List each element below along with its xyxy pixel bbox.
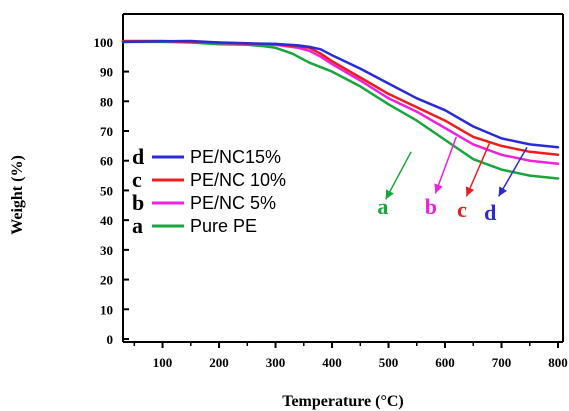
y-tick-label: 40: [100, 213, 113, 228]
annotation-arrow-a: [385, 151, 412, 200]
annotation-letter-c: c: [457, 197, 467, 222]
annotation-letter-a: a: [377, 194, 388, 219]
y-tick-label: 0: [107, 332, 114, 347]
y-axis-ticks: 0 10 20 30 40 50 60 70 80 90 100: [94, 35, 129, 347]
series-lines: [121, 39, 560, 180]
legend-letter-a: a: [132, 213, 143, 238]
x-tick-label: 500: [379, 355, 399, 370]
legend-letter-b: b: [132, 190, 144, 215]
annotation-arrow-c: [465, 141, 491, 197]
legend-label-b: PE/NC 5%: [190, 193, 276, 213]
y-tick-label: 30: [100, 243, 113, 258]
y-tick-label: 70: [100, 124, 113, 139]
series-line-d: [121, 39, 560, 149]
legend-label-c: PE/NC 10%: [190, 170, 286, 190]
x-tick-label: 800: [548, 355, 568, 370]
legend: d PE/NC15% c PE/NC 10% b PE/NC 5% a Pure PE: [132, 144, 286, 238]
legend-label-d: PE/NC15%: [190, 147, 281, 167]
y-tick-label: 20: [100, 273, 113, 288]
annotation-arrow-d: [498, 146, 528, 197]
x-tick-label: 400: [322, 355, 342, 370]
legend-letter-d: d: [132, 144, 144, 169]
annotation-arrow-b: [434, 136, 458, 194]
x-tick-label: 700: [492, 355, 512, 370]
series-line-a: [121, 40, 560, 180]
y-tick-label: 10: [100, 302, 113, 317]
x-tick-label: 200: [209, 355, 229, 370]
x-tick-label: 300: [266, 355, 286, 370]
x-tick-label: 600: [435, 355, 455, 370]
y-tick-label: 50: [100, 183, 113, 198]
legend-letter-c: c: [132, 167, 142, 192]
y-tick-label: 90: [100, 65, 113, 80]
y-tick-label: 60: [100, 154, 113, 169]
y-axis-title: Weight (%): [9, 155, 26, 235]
y-tick-label: 100: [94, 35, 114, 50]
x-tick-label: 100: [153, 355, 173, 370]
x-axis-ticks: 100 200 300 400 500 600 700 800: [133, 342, 568, 370]
x-axis-title: Temperature (°C): [282, 393, 403, 410]
y-tick-label: 80: [100, 94, 113, 109]
annotation-letter-b: b: [425, 194, 437, 219]
plot-frame: [122, 13, 564, 343]
annotation-letter-d: d: [484, 200, 496, 225]
legend-label-a: Pure PE: [190, 216, 257, 236]
